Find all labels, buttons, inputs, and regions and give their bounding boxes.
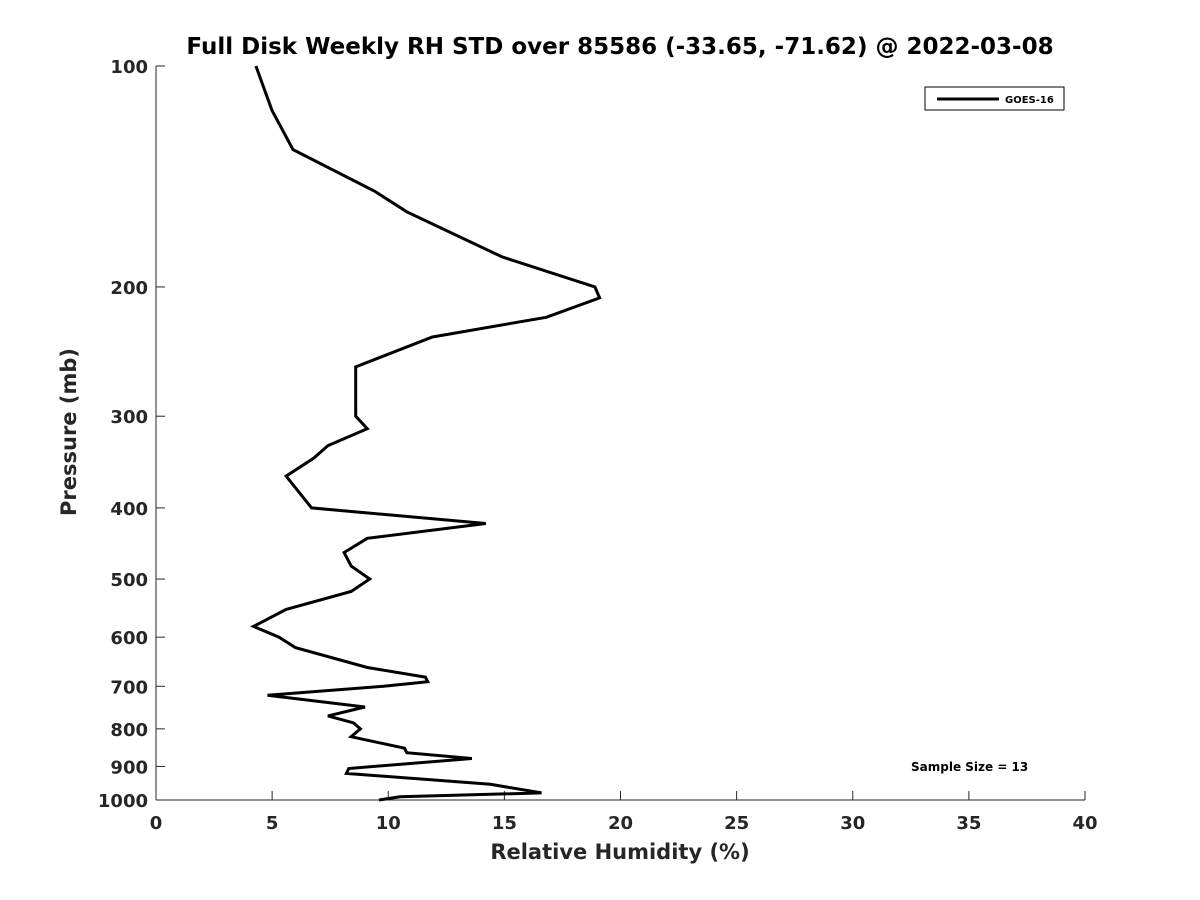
- y-axis: 100 200 300 400 500 600 700 800 900 1000: [98, 57, 165, 812]
- x-tick-label: 35: [956, 813, 981, 834]
- x-tick-label: 40: [1072, 813, 1097, 834]
- x-tick-label: 20: [608, 813, 633, 834]
- chart-title: Full Disk Weekly RH STD over 85586 (-33.…: [186, 34, 1053, 60]
- y-tick-label: 700: [110, 677, 148, 698]
- x-tick-label: 5: [266, 813, 279, 834]
- x-tick-label: 30: [840, 813, 865, 834]
- x-tick-label: 10: [376, 813, 401, 834]
- y-tick-label: 300: [110, 407, 148, 428]
- y-axis-label: Pressure (mb): [57, 348, 81, 516]
- series-line-goes-16: [249, 65, 602, 802]
- y-tick-label: 200: [110, 278, 148, 299]
- y-tick-label: 400: [110, 499, 148, 520]
- y-tick-label: 600: [110, 628, 148, 649]
- sample-size-annotation: Sample Size = 13: [911, 760, 1028, 774]
- y-tick-label: 100: [110, 57, 148, 78]
- y-tick-label: 900: [110, 757, 148, 778]
- x-axis-label: Relative Humidity (%): [490, 840, 749, 864]
- y-tick-label: 1000: [98, 791, 148, 812]
- x-tick-label: 0: [150, 813, 163, 834]
- x-axis: 0 5 10 15 20 25 30 35 40: [150, 791, 1098, 834]
- legend-label-goes-16: GOES-16: [1005, 95, 1054, 106]
- plot-area: [155, 66, 1085, 801]
- x-tick-label: 15: [492, 813, 517, 834]
- series-layer: [249, 65, 602, 802]
- y-tick-label: 500: [110, 570, 148, 591]
- x-tick-label: 25: [724, 813, 749, 834]
- y-tick-label: 800: [110, 720, 148, 741]
- legend: GOES-16: [924, 86, 1065, 111]
